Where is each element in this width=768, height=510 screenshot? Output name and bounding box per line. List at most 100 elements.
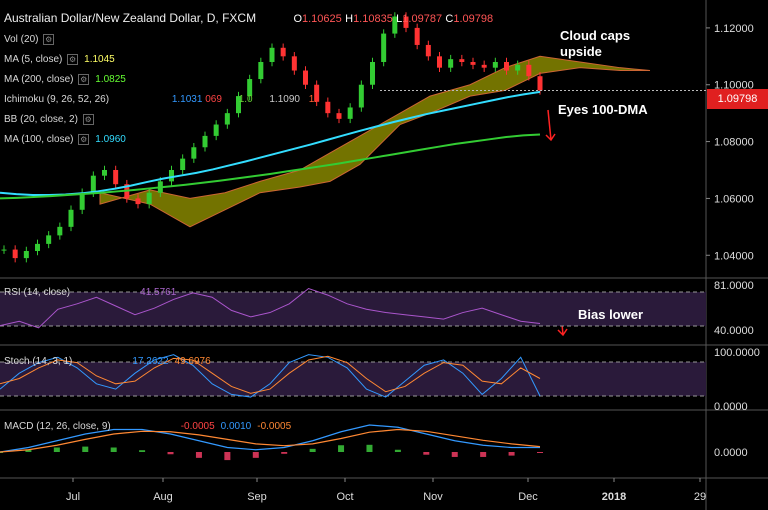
candle-body [459,59,465,62]
settings-icon[interactable]: ⚙ [67,54,79,65]
stoch-d-value: 49.6976 [174,356,211,367]
candle-body [392,16,398,34]
ichimoku-value-3: 1.0 [238,94,253,105]
rsi-legend[interactable]: RSI (14, close) 41.5761 [4,287,176,298]
stoch-d-line [0,355,541,394]
candle-body [12,249,18,259]
candle-body [224,113,230,125]
candle-body [23,251,29,259]
macd-hist-bar [451,452,458,457]
stoch-label: Stoch (14, 3, 1) [4,356,73,367]
indicator-bb[interactable]: BB (20, close, 2) ⚙ [4,114,94,125]
candle-body [135,198,141,205]
indicator-ma100-label: MA (100, close) [4,134,74,146]
rsi-band [0,292,706,326]
candle-body [358,84,364,108]
ma200-line [0,133,541,200]
ohlc-low: 1.09787 [402,13,443,25]
candle-body [113,170,119,185]
candle-body [515,64,521,71]
annotation-dma: Eyes 100-DMA [558,102,648,117]
candle-body [492,62,498,68]
macd-hist-bar [139,450,146,452]
macd-hist-bar [252,452,259,458]
candle-body [303,70,308,85]
macd-hist-bar [167,452,174,455]
candle-body [169,170,174,182]
ichimoku-value-2: 069 [205,94,222,105]
x-tick-label: 2018 [602,491,626,503]
rsi-tick-label: 81.0000 [714,280,754,292]
settings-icon[interactable]: ⚙ [82,114,94,125]
candle-body [57,226,63,236]
candle-body [236,96,241,114]
stoch-legend[interactable]: Stoch (14, 3, 1) 17.2622 49.6976 [4,356,211,367]
macd-hist-bar [281,452,288,454]
candle-body [180,158,186,170]
indicator-ichimoku[interactable]: Ichimoku (9, 26, 52, 26) 1.1031 069 1.0 … [4,94,317,105]
ichimoku-value-1: 1.1031 [171,94,203,105]
settings-icon[interactable]: ⚙ [78,134,90,145]
macd-hist-bar [195,452,202,458]
ohlc-close-label: C [445,13,454,25]
indicator-bb-label: BB (20, close, 2) [4,114,78,126]
candle-body [79,192,85,210]
indicator-ma200-label: MA (200, close) [4,74,74,86]
indicator-ma5-value: 1.1045 [84,54,115,66]
arrow-rsi-head [557,328,568,337]
x-tick-label: Jul [66,491,80,503]
stoch-k-line [0,354,541,398]
candle-body [90,175,96,193]
macd-hist-bar [25,449,32,452]
ichimoku-value-5: 1. [308,94,318,105]
candle-body [102,170,107,176]
candle-body [414,27,420,45]
candle-body [448,59,454,68]
macd-hist-bar [537,452,543,453]
rsi-tick-label: 40.0000 [714,325,754,337]
macd-hist-bar [309,448,316,452]
macd-signal-line [0,428,541,453]
ohlc-low-label: L [396,13,403,25]
macd-hist-value: -0.0005 [180,421,215,432]
macd-legend[interactable]: MACD (12, 26, close, 9) -0.0005 0.0010 -0.0… [4,421,291,432]
candle-body [258,62,264,80]
candle-body [146,192,152,205]
candle-body [35,243,40,251]
macd-tick-label: 0.0000 [714,447,748,459]
macd-hist-bar [53,447,60,452]
candle-body [504,62,509,71]
candle-body [280,47,286,57]
indicator-ma100[interactable]: MA (100, close) ⚙ 1.0960 [4,134,126,145]
candle-body [247,79,253,97]
indicator-ma5-label: MA (5, close) [4,54,63,66]
y-tick-label: 1.12000 [714,23,754,35]
indicator-ma200[interactable]: MA (200, close) ⚙ 1.0825 [4,74,126,85]
candle-body [325,101,331,114]
indicator-ma100-value: 1.0960 [95,134,126,146]
macd-hist-bar [480,452,487,457]
macd-hist-bar [394,449,401,452]
candle-body [46,235,52,244]
y-tick-label: 1.10000 [714,80,754,92]
candle-body [68,209,74,227]
symbol-title-text: Australian Dollar/New Zealand Dollar, D,… [4,11,257,25]
candle-body [481,64,487,68]
arrow-main-head [545,133,556,142]
settings-icon[interactable]: ⚙ [43,34,55,45]
macd-line-value: 0.0010 [220,421,252,432]
ma100-line [0,90,541,197]
arrow-main [547,109,552,141]
candle-body [269,47,275,62]
indicator-vol[interactable]: Vol (20) ⚙ [4,34,55,45]
macd-hist-bar [366,444,373,452]
ohlc-open-label: O [293,13,302,25]
x-tick-label: 29 [694,491,706,503]
indicator-ma5[interactable]: MA (5, close) ⚙ 1.1045 [4,54,115,65]
x-tick-label: Oct [336,491,353,503]
settings-icon[interactable]: ⚙ [78,74,90,85]
ohlc-high-label: H [345,13,354,25]
y-tick-label: 1.08000 [714,137,754,149]
candle-body [291,56,297,71]
